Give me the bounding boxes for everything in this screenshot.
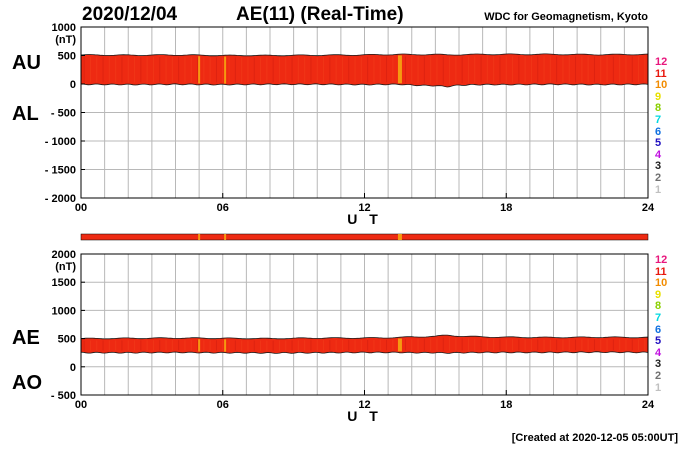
legend-item-5: 5 [655, 137, 662, 150]
legend-item-10: 10 [655, 79, 668, 92]
legend-item-3: 3 [655, 160, 662, 173]
panel1-highlight-mark [397, 55, 402, 84]
panel2-ytick-label: 2000 [52, 249, 76, 261]
legend-item-10: 10 [655, 277, 668, 290]
legend-item-12: 12 [655, 56, 668, 68]
panel1-ytick-label: 0 [70, 79, 76, 91]
panel1-highlight-mark [224, 56, 227, 84]
station-strip-highlight [224, 234, 227, 240]
panel2-highlight-mark [397, 338, 402, 352]
panel2-ytick-label: 0 [70, 362, 76, 374]
legend-item-6: 6 [655, 125, 662, 138]
panel1-xtick-label: 00 [75, 202, 87, 214]
panel2-unit-label: (nT) [55, 261, 76, 273]
legend-item-9: 9 [655, 90, 662, 103]
station-count-strip [80, 233, 649, 241]
legend-item-4: 4 [655, 346, 662, 359]
legend-item-8: 8 [655, 300, 662, 313]
panel1-highlight-mark [198, 56, 201, 84]
panel1-ytick-label: - 500 [51, 108, 76, 120]
panel2-xtick-label: 18 [500, 399, 512, 411]
station-strip-highlight [198, 234, 201, 240]
legend-item-12: 12 [655, 254, 668, 266]
plot-date: 2020/12/04 [82, 4, 178, 25]
panel1-xtick-label: 24 [642, 202, 655, 214]
legend-item-8: 8 [655, 102, 662, 115]
legend-item-1: 1 [655, 381, 662, 394]
panel1-ytick-label: - 2000 [45, 193, 76, 205]
legend-item-11: 11 [655, 67, 667, 80]
legend-item-2: 2 [655, 370, 662, 382]
panel1-xtick-label: 18 [500, 202, 512, 214]
panel2-xtick-label: 06 [217, 399, 229, 411]
plot-title: AE(11) (Real-Time) [236, 4, 404, 25]
panel1-xtick-label: 06 [217, 202, 229, 214]
legend-item-7: 7 [655, 312, 662, 324]
legend-item-9: 9 [655, 288, 662, 301]
panel2-ytick-label: 1500 [52, 277, 76, 289]
panel2-ytick-label: - 500 [51, 390, 76, 402]
legend-item-7: 7 [655, 114, 662, 126]
legend-item-11: 11 [655, 265, 667, 278]
panel2-xaxis-label: U T [347, 408, 382, 424]
panel1-lower-label: AL [12, 103, 39, 125]
legend-item-2: 2 [655, 172, 662, 184]
legend-item-3: 3 [655, 358, 662, 371]
panel2-lower-label: AO [12, 372, 42, 394]
panel2-upper-label: AE [12, 327, 40, 349]
panel2-ytick-label: 1000 [52, 305, 76, 317]
panel1-unit-label: (nT) [55, 34, 76, 46]
panel2-xtick-label: 24 [642, 399, 655, 411]
panel1-ytick-label: - 1500 [45, 165, 76, 177]
created-timestamp: [Created at 2020-12-05 05:00UT] [511, 432, 678, 444]
panel1-xaxis-label: U T [347, 211, 382, 227]
panel2-highlight-mark [224, 339, 227, 352]
panel2-highlight-mark [198, 339, 201, 352]
organization-label: WDC for Geomagnetism, Kyoto [484, 11, 648, 23]
legend-item-1: 1 [655, 183, 662, 196]
panel1-upper-label: AU [12, 52, 41, 74]
panel1-ytick-label: 500 [58, 51, 76, 63]
panel2-xtick-label: 00 [75, 399, 87, 411]
legend-item-5: 5 [655, 335, 662, 348]
panel2-xtick-label: 12 [358, 399, 370, 411]
panel1-xtick-label: 12 [358, 202, 370, 214]
station-strip-highlight [397, 234, 402, 240]
legend-item-4: 4 [655, 148, 662, 161]
panel1-ytick-label: 1000 [52, 22, 76, 34]
panel2-ytick-label: 500 [58, 334, 76, 346]
panel1-ytick-label: - 1000 [45, 136, 76, 148]
legend-item-6: 6 [655, 323, 662, 336]
